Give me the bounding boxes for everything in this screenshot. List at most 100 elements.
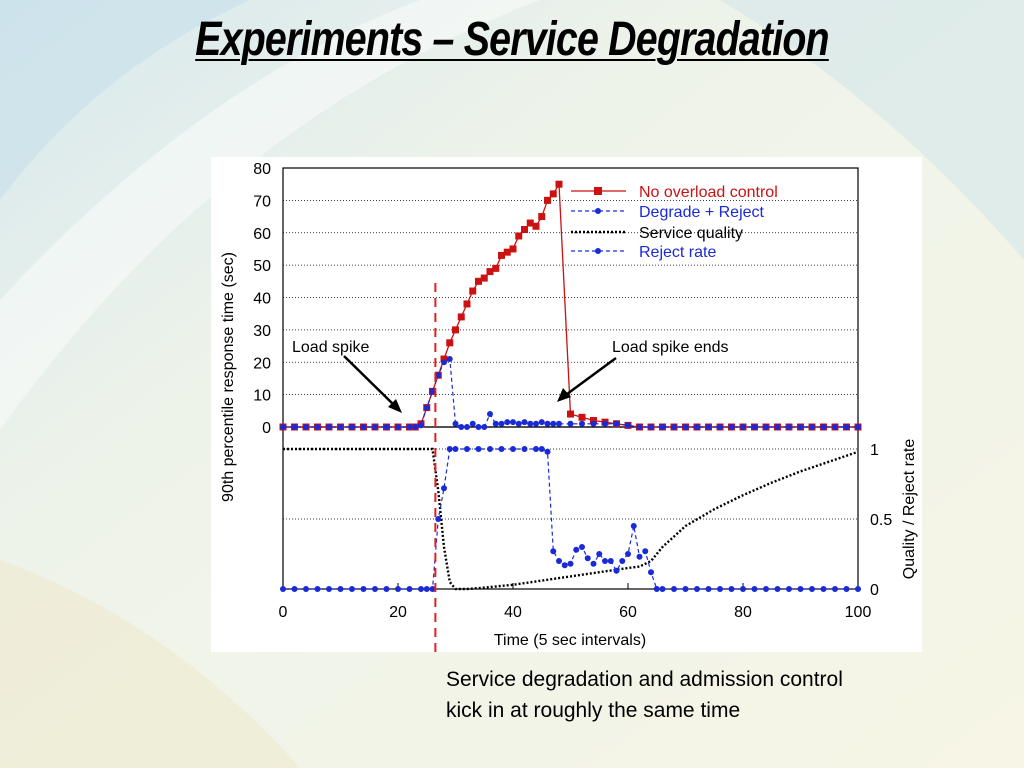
point-reject-rate	[446, 446, 453, 452]
chart-panel	[211, 157, 922, 652]
point-degrade-reject	[458, 424, 465, 430]
point-no-overload	[480, 274, 488, 282]
top-plot-frame	[282, 167, 859, 428]
y-tick-label-left: 30	[253, 323, 271, 340]
point-degrade-reject	[435, 372, 442, 379]
y-tick-label-left: 50	[253, 258, 271, 275]
y-tick-label-right: 0	[870, 582, 879, 599]
point-degrade-reject	[515, 420, 522, 427]
point-reject-rate	[556, 558, 562, 564]
point-reject-rate	[797, 586, 804, 592]
annotation-load-spike-ends: Load spike ends	[612, 339, 729, 356]
point-degrade-reject	[429, 388, 436, 395]
point-degrade-reject	[527, 420, 534, 427]
point-reject-rate	[809, 586, 815, 592]
x-tick-label: 40	[504, 604, 522, 621]
point-reject-rate	[464, 446, 470, 452]
point-degrade-reject	[441, 359, 447, 366]
y-tick-label-left: 10	[253, 388, 271, 405]
point-degrade-reject	[412, 424, 419, 430]
point-reject-rate	[855, 586, 861, 592]
point-reject-rate	[602, 558, 608, 564]
point-no-overload	[469, 287, 477, 295]
point-reject-rate	[648, 569, 654, 576]
bottom-plot-frame	[282, 426, 859, 590]
point-degrade-reject	[291, 424, 298, 430]
point-no-overload	[492, 264, 500, 272]
point-degrade-reject	[538, 419, 545, 426]
point-no-overload	[526, 219, 534, 227]
point-no-overload	[555, 180, 563, 188]
arrowhead-load-spike-ends	[557, 388, 571, 402]
point-reject-rate	[607, 558, 614, 564]
point-degrade-reject	[504, 419, 511, 426]
slide-caption: Service degradation and admission contro…	[446, 668, 843, 722]
point-reject-rate	[590, 560, 597, 567]
x-tick-label: 100	[845, 604, 872, 621]
point-degrade-reject	[855, 424, 861, 430]
point-reject-rate	[314, 586, 321, 592]
point-reject-rate	[636, 553, 643, 560]
point-reject-rate	[786, 586, 792, 592]
point-degrade-reject	[728, 424, 735, 430]
point-reject-rate	[498, 446, 505, 452]
point-reject-rate	[550, 548, 557, 555]
y-tick-label-left: 60	[253, 226, 271, 243]
point-degrade-reject	[751, 424, 758, 430]
grid-lines	[283, 199, 858, 520]
point-no-overload	[475, 277, 482, 285]
point-degrade-reject	[326, 424, 332, 430]
point-reject-rate	[372, 586, 378, 592]
point-degrade-reject	[567, 420, 574, 427]
point-degrade-reject	[498, 420, 505, 427]
point-degrade-reject	[717, 424, 723, 430]
point-reject-rate	[751, 586, 758, 592]
point-reject-rate	[544, 448, 551, 455]
y-tick-label-right: 1	[870, 442, 879, 459]
point-no-overload	[503, 248, 511, 256]
legend-label-degrade: Degrade + Reject	[639, 204, 765, 221]
point-degrade-reject	[809, 424, 815, 430]
x-tick-label: 0	[279, 604, 288, 621]
point-degrade-reject	[579, 420, 585, 427]
point-degrade-reject	[671, 424, 677, 430]
point-no-overload	[567, 410, 574, 418]
point-reject-rate	[728, 586, 735, 592]
point-no-overload	[498, 251, 505, 259]
point-reject-rate	[326, 586, 332, 592]
legend-label-no-overload: No overload control	[639, 184, 778, 201]
point-no-overload	[486, 268, 494, 276]
point-degrade-reject	[464, 424, 470, 430]
point-reject-rate	[740, 586, 746, 592]
point-reject-rate	[682, 586, 689, 592]
point-degrade-reject	[613, 420, 620, 427]
arrow-load-spike-ends	[562, 356, 617, 399]
annotations: Load spike Load spike ends	[292, 339, 729, 413]
y-tick-label-left: 70	[253, 193, 271, 210]
point-degrade-reject	[487, 411, 493, 418]
point-degrade-reject	[682, 424, 689, 430]
point-reject-rate	[642, 548, 649, 555]
point-reject-rate	[573, 546, 580, 553]
y-tick-label-left: 40	[253, 291, 271, 308]
point-no-overload	[521, 226, 528, 234]
point-degrade-reject	[492, 420, 499, 427]
point-reject-rate	[435, 516, 442, 522]
point-reject-rate	[349, 586, 355, 592]
point-degrade-reject	[383, 424, 390, 430]
point-no-overload	[538, 213, 546, 221]
point-reject-rate	[630, 523, 637, 529]
point-reject-rate	[510, 446, 516, 452]
point-degrade-reject	[797, 424, 804, 430]
point-degrade-reject	[786, 424, 792, 430]
point-reject-rate	[763, 586, 769, 592]
point-no-overload	[446, 339, 454, 347]
series-layer	[279, 180, 862, 592]
point-no-overload	[457, 313, 465, 321]
point-degrade-reject	[550, 420, 557, 427]
point-reject-rate	[441, 485, 447, 492]
point-degrade-reject	[740, 424, 746, 430]
y-tick-label-right: 0.5	[870, 512, 892, 529]
